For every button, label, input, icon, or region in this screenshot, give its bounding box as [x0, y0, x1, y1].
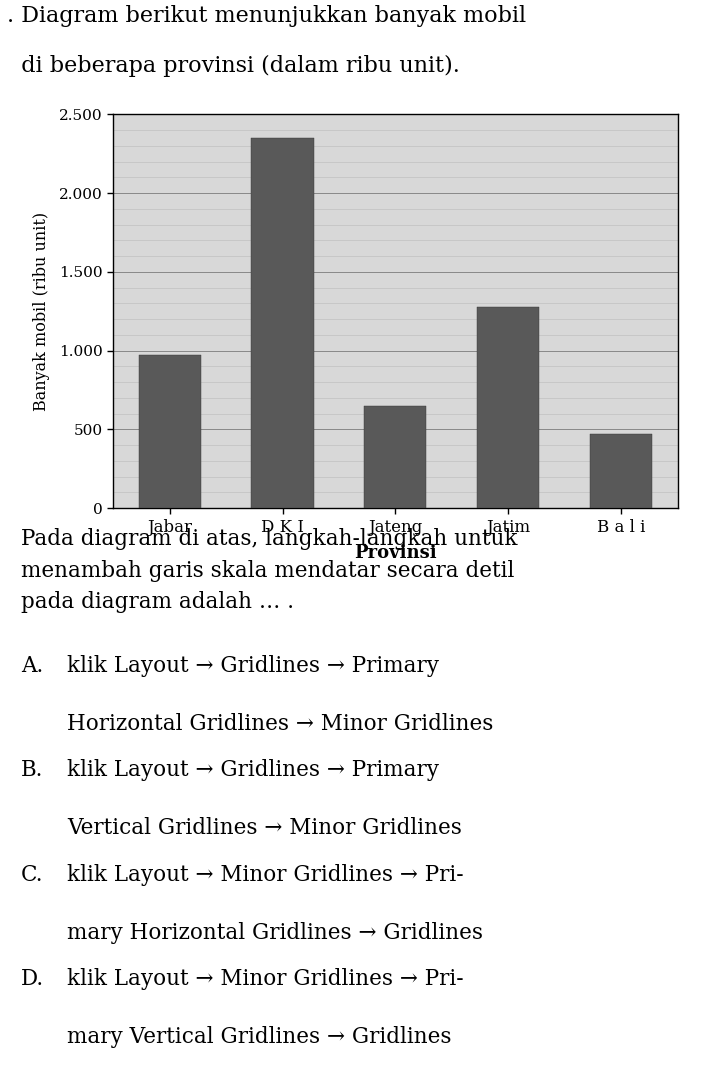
- Text: Pada diagram di atas, langkah-langkah untuk
menambah garis skala mendatar secara: Pada diagram di atas, langkah-langkah un…: [21, 529, 517, 613]
- Text: Horizontal Gridlines → Minor Gridlines: Horizontal Gridlines → Minor Gridlines: [67, 713, 493, 734]
- Text: mary Vertical Gridlines → Gridlines: mary Vertical Gridlines → Gridlines: [67, 1026, 452, 1048]
- Text: klik Layout → Minor Gridlines → Pri-: klik Layout → Minor Gridlines → Pri-: [67, 863, 464, 886]
- Text: di beberapa provinsi (dalam ribu unit).: di beberapa provinsi (dalam ribu unit).: [7, 56, 460, 77]
- Text: klik Layout → Gridlines → Primary: klik Layout → Gridlines → Primary: [67, 760, 439, 781]
- Text: A.: A.: [21, 655, 44, 676]
- Text: klik Layout → Gridlines → Primary: klik Layout → Gridlines → Primary: [67, 655, 439, 676]
- X-axis label: Provinsi: Provinsi: [354, 544, 437, 562]
- Bar: [138, 354, 201, 508]
- Text: B.: B.: [21, 760, 44, 781]
- Text: mary Horizontal Gridlines → Gridlines: mary Horizontal Gridlines → Gridlines: [67, 921, 483, 944]
- Bar: [590, 434, 652, 508]
- Bar: [364, 406, 426, 508]
- Y-axis label: Banyak mobil (ribu unit): Banyak mobil (ribu unit): [33, 212, 50, 411]
- Text: klik Layout → Minor Gridlines → Pri-: klik Layout → Minor Gridlines → Pri-: [67, 968, 464, 990]
- Text: D.: D.: [21, 968, 44, 990]
- Bar: [251, 138, 313, 508]
- Bar: [477, 307, 539, 508]
- Text: C.: C.: [21, 863, 44, 886]
- Text: Vertical Gridlines → Minor Gridlines: Vertical Gridlines → Minor Gridlines: [67, 817, 462, 839]
- Text: . Diagram berikut menunjukkan banyak mobil: . Diagram berikut menunjukkan banyak mob…: [7, 5, 526, 27]
